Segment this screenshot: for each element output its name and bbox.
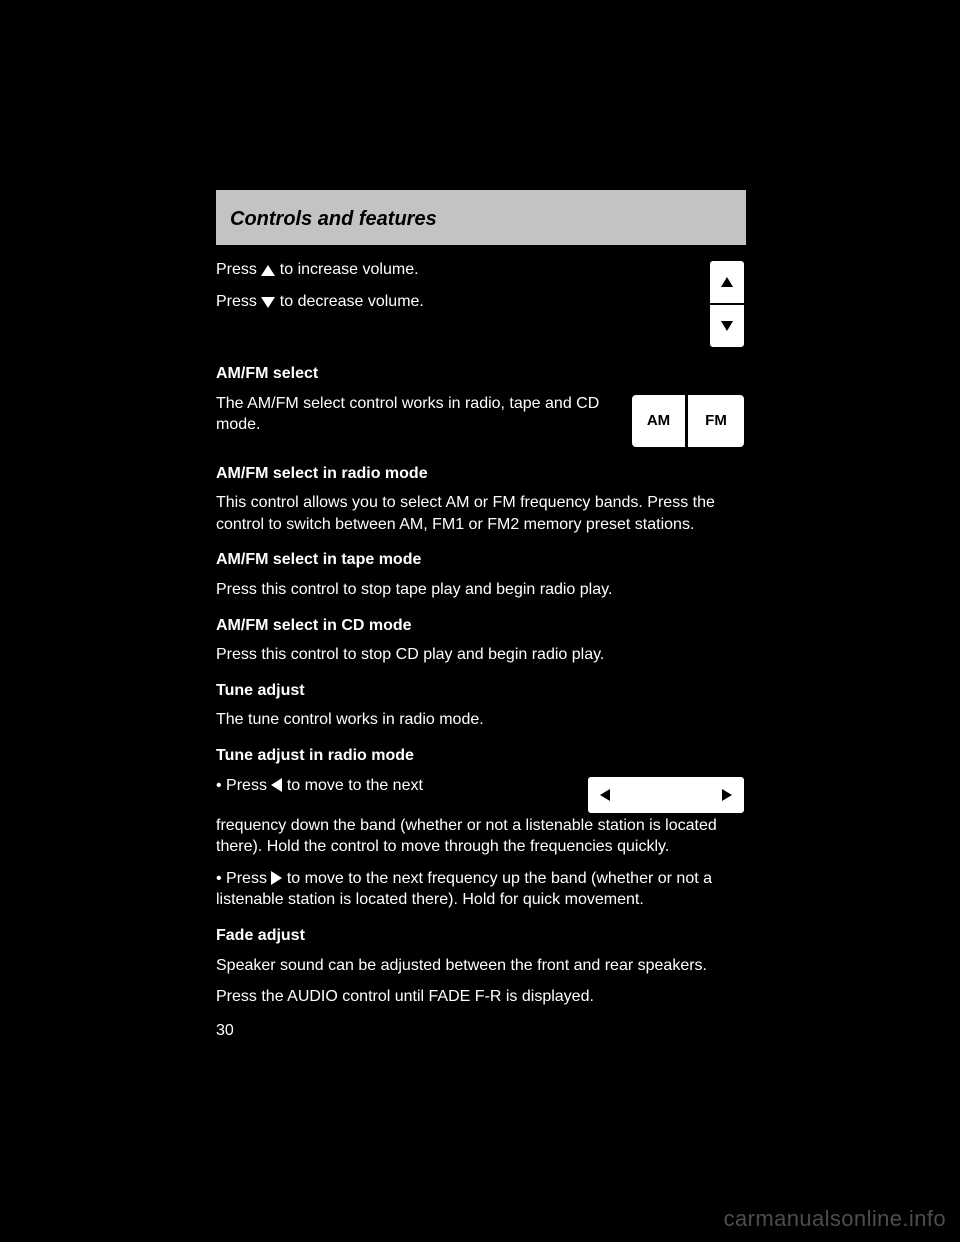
tune-intro: The tune control works in radio mode. [216,709,746,731]
am-button: AM [632,395,688,447]
section-title: Controls and features [230,208,437,230]
amfm-heading: AM/FM select [216,363,746,385]
tune-left-line: • Press to move to the next [216,775,574,797]
volume-rocker-down [710,305,744,347]
volume-rocker-up [710,261,744,305]
fade-line1: Speaker sound can be adjusted between th… [216,955,746,977]
amfm-line3: This control allows you to select AM or … [216,492,746,535]
rocker-left-icon [600,789,610,801]
amfm-row: The AM/FM select control works in radio,… [216,393,746,449]
tune-rocker-figure [586,775,746,815]
volume-block: Press to increase volume. Press to decre… [216,259,746,349]
volume-rocker [708,259,746,349]
volume-up-text: to increase volume. [280,261,419,278]
down-triangle-icon [261,297,275,308]
rocker-right-icon [722,789,732,801]
tune-text-col: • Press to move to the next [216,775,574,807]
tune-left-cont: frequency down the band (whether or not … [216,815,746,858]
rocker-down-icon [721,321,733,331]
amfm-figure: AM FM [630,393,746,449]
volume-down-text: to decrease volume. [280,293,424,310]
manual-page: Controls and features Press to increase … [216,190,746,1051]
amfm-buttons: AM FM [630,393,746,449]
tune-heading: Tune adjust [216,680,746,702]
fm-button: FM [688,395,744,447]
volume-down-line: Press to decrease volume. [216,291,696,313]
section-header: Controls and features [216,190,746,245]
left-triangle-icon [271,778,282,792]
tune-rocker [586,775,746,815]
watermark: carmanualsonline.info [724,1206,946,1232]
amfm-sub-cd: AM/FM select in CD mode [216,615,746,637]
am-label: AM [647,412,670,429]
fade-line2: Press the AUDIO control until FADE F-R i… [216,986,746,1008]
volume-rocker-figure [708,259,746,349]
tune-left-text1: to move to the next [287,777,423,794]
up-triangle-icon [261,265,275,276]
fm-label: FM [705,412,727,429]
amfm-line7: Press this control to stop CD play and b… [216,644,746,666]
amfm-line5: Press this control to stop tape play and… [216,579,746,601]
amfm-line1: The AM/FM select control works in radio,… [216,393,618,436]
amfm-text-col: The AM/FM select control works in radio,… [216,393,618,446]
tune-right-text: to move to the next frequency up the ban… [216,870,712,909]
tune-sub: Tune adjust in radio mode [216,745,746,767]
right-triangle-icon [271,871,282,885]
tune-row: • Press to move to the next [216,775,746,815]
tune-right-line: • Press to move to the next frequency up… [216,868,746,911]
fade-heading: Fade adjust [216,925,746,947]
volume-text: Press to increase volume. Press to decre… [216,259,696,322]
volume-up-line: Press to increase volume. [216,259,696,281]
amfm-sub-radio: AM/FM select in radio mode [216,463,746,485]
amfm-sub-tape: AM/FM select in tape mode [216,549,746,571]
rocker-up-icon [721,277,733,287]
page-number: 30 [216,1020,746,1042]
